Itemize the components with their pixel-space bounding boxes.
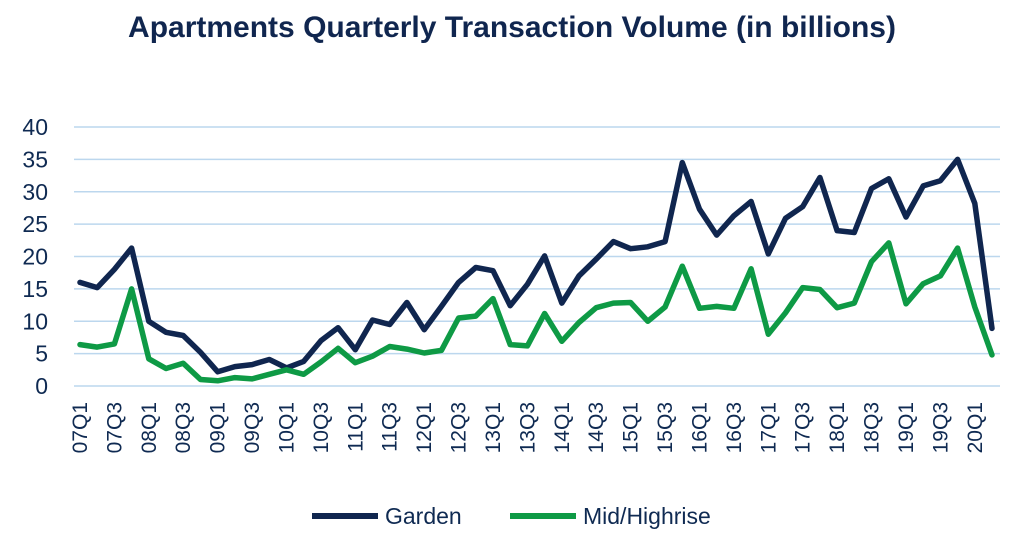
x-tick-label: 18Q3 <box>861 402 884 453</box>
x-tick-label: 09Q1 <box>207 402 230 453</box>
y-tick-label: 0 <box>35 373 48 399</box>
y-tick-label: 10 <box>22 308 48 334</box>
x-tick-label: 15Q1 <box>620 402 643 453</box>
y-tick-label: 35 <box>22 146 48 172</box>
x-tick-label: 11Q3 <box>379 402 402 452</box>
x-tick-label: 10Q3 <box>310 402 333 453</box>
x-tick-label: 17Q3 <box>792 402 815 453</box>
x-tick-label: 20Q1 <box>964 402 987 453</box>
series-line-garden <box>77 156 995 375</box>
x-tick-label: 09Q3 <box>241 402 264 453</box>
x-tick-label: 16Q1 <box>688 402 711 453</box>
x-tick-label: 15Q3 <box>654 402 677 453</box>
x-tick-label: 19Q1 <box>895 402 918 453</box>
gridlines <box>74 126 1000 387</box>
x-tick-label: 12Q3 <box>448 402 471 453</box>
chart-title: Apartments Quarterly Transaction Volume … <box>128 11 896 44</box>
legend-label: Mid/Highrise <box>583 503 711 529</box>
x-tick-label: 14Q3 <box>585 402 608 453</box>
x-tick-label: 14Q1 <box>551 402 574 453</box>
y-tick-label: 5 <box>35 341 48 367</box>
x-tick-label: 16Q3 <box>723 402 746 453</box>
x-tick-label: 13Q3 <box>516 402 539 453</box>
legend: Garden Mid/Highrise <box>312 503 711 529</box>
y-tick-label: 25 <box>22 211 48 237</box>
x-tick-label: 13Q1 <box>482 402 505 453</box>
x-tick-label: 18Q1 <box>826 402 849 453</box>
x-tick-label: 07Q1 <box>69 402 92 453</box>
y-tick-label: 30 <box>22 179 48 205</box>
x-tick-label: 17Q1 <box>757 402 780 453</box>
x-tick-label: 11Q1 <box>344 402 367 452</box>
x-tick-label: 19Q3 <box>929 402 952 453</box>
x-tick-label: 12Q1 <box>413 402 436 453</box>
x-tick-label: 07Q3 <box>103 402 126 453</box>
x-axis: 07Q1 07Q3 08Q1 08Q3 09Q1 09Q3 10Q1 10Q3 11Q1 11Q3… <box>69 402 987 453</box>
y-tick-label: 15 <box>22 276 48 302</box>
y-axis: 0 5 10 15 20 25 30 35 40 <box>22 114 48 399</box>
x-tick-label: 08Q3 <box>172 402 195 453</box>
x-tick-label: 08Q1 <box>138 402 161 453</box>
y-tick-label: 20 <box>22 244 48 270</box>
y-tick-label: 40 <box>22 114 48 140</box>
legend-label: Garden <box>385 503 462 529</box>
x-tick-label: 10Q1 <box>275 402 298 453</box>
series-line-mid-highrise <box>77 240 995 384</box>
series-lines <box>77 156 995 384</box>
